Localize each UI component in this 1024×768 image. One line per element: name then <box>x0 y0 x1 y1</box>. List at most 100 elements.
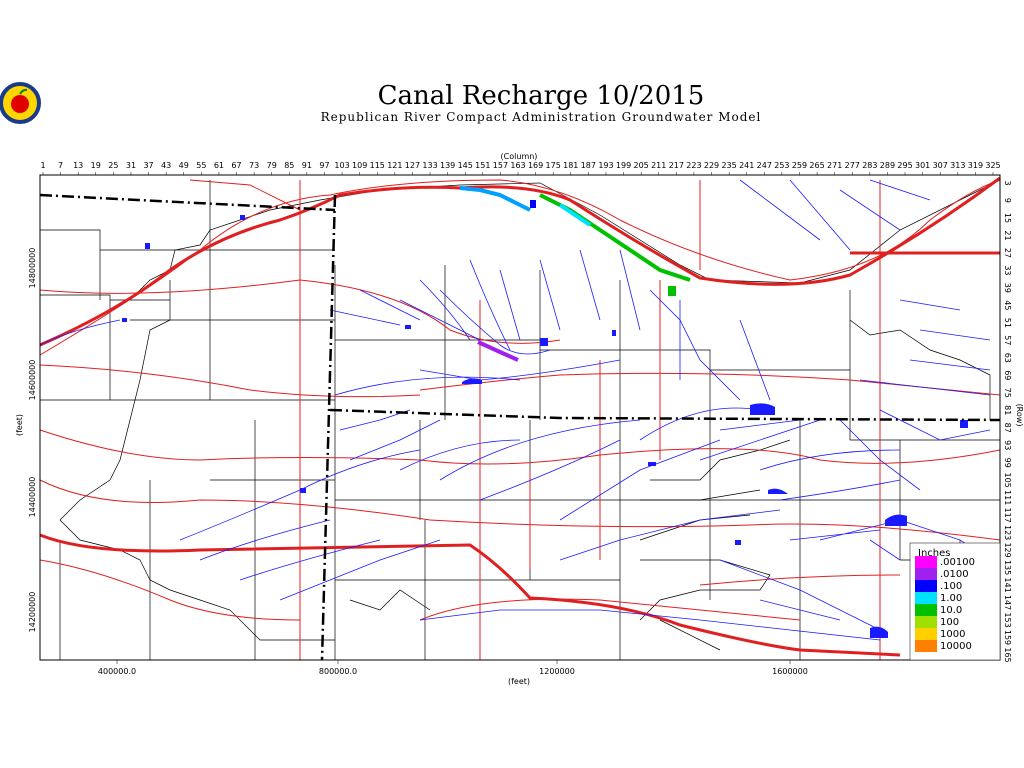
legend-label: 100 <box>940 617 959 628</box>
column-label: 157 <box>493 161 508 170</box>
legend-swatch <box>915 568 937 580</box>
column-label: 151 <box>475 161 490 170</box>
column-label: 97 <box>319 161 329 170</box>
column-label: 25 <box>108 161 118 170</box>
row-label: 81 <box>1003 405 1012 415</box>
y-label: 14600000 <box>28 360 37 401</box>
column-label: 199 <box>616 161 631 170</box>
legend-label: 10000 <box>940 641 972 652</box>
legend-swatch <box>915 592 937 604</box>
row-label: 135 <box>1003 560 1012 575</box>
legend-swatch <box>915 556 937 568</box>
row-label: 105 <box>1003 473 1012 488</box>
logo <box>0 82 41 124</box>
column-label: 205 <box>634 161 649 170</box>
column-label: 289 <box>880 161 895 170</box>
column-label: 13 <box>73 161 83 170</box>
row-label: 51 <box>1003 318 1012 328</box>
column-label: 127 <box>405 161 420 170</box>
column-label: 295 <box>897 161 912 170</box>
x-label: 1200000 <box>539 667 575 676</box>
legend-label: .00100 <box>940 557 975 568</box>
column-label: 43 <box>161 161 171 170</box>
legend-label: .100 <box>940 581 962 592</box>
column-label: 175 <box>546 161 561 170</box>
column-label: 235 <box>721 161 736 170</box>
row-label: 147 <box>1003 595 1012 610</box>
row-label: 63 <box>1003 353 1012 363</box>
column-label: 247 <box>757 161 772 170</box>
legend-swatch <box>915 616 937 628</box>
row-label: 15 <box>1003 213 1012 223</box>
row-label: 141 <box>1003 577 1012 592</box>
column-label: 85 <box>284 161 294 170</box>
column-label: 229 <box>704 161 719 170</box>
column-label: 145 <box>458 161 473 170</box>
legend-label: 1000 <box>940 629 965 640</box>
row-label: 123 <box>1003 525 1012 540</box>
row-label: 9 <box>1003 198 1012 203</box>
column-label: 37 <box>143 161 153 170</box>
y-title: (feet) <box>15 414 24 436</box>
roads <box>39 176 1001 660</box>
row-label: 93 <box>1003 440 1012 450</box>
subtitle: Republican River Compact Administration … <box>321 110 762 124</box>
column-label: 163 <box>510 161 525 170</box>
map-frame <box>39 174 1001 661</box>
row-label: 39 <box>1003 283 1012 293</box>
legend-swatch <box>915 604 937 616</box>
legend: Inches .00100.0100.1001.0010.01001000100… <box>909 542 1001 661</box>
row-label: 27 <box>1003 248 1012 258</box>
column-label: 211 <box>651 161 666 170</box>
column-label: 253 <box>774 161 789 170</box>
column-label: 277 <box>845 161 860 170</box>
map <box>39 174 1001 661</box>
column-label: 325 <box>985 161 1000 170</box>
column-label: 79 <box>267 161 277 170</box>
row-label: 33 <box>1003 265 1012 275</box>
column-label: 265 <box>809 161 824 170</box>
column-label: 49 <box>179 161 189 170</box>
column-label: 55 <box>196 161 206 170</box>
row-title: (Row) <box>1015 404 1024 427</box>
column-label: 319 <box>968 161 983 170</box>
row-label: 3 <box>1003 180 1012 185</box>
column-label: 217 <box>669 161 684 170</box>
column-label: 283 <box>862 161 877 170</box>
row-label: 165 <box>1003 647 1012 662</box>
state-lines <box>39 193 1001 661</box>
column-label: 73 <box>249 161 259 170</box>
column-label: 223 <box>686 161 701 170</box>
title: Canal Recharge 10/2015 <box>378 81 705 111</box>
column-label: 259 <box>792 161 807 170</box>
column-label: 307 <box>933 161 948 170</box>
row-label: 87 <box>1003 423 1012 433</box>
column-label: 187 <box>581 161 596 170</box>
column-label: 139 <box>440 161 455 170</box>
legend-swatch <box>915 640 937 652</box>
legend-label: 10.0 <box>940 605 962 616</box>
column-title: (Column) <box>501 152 538 161</box>
recharge-cells <box>459 186 691 362</box>
row-label: 45 <box>1003 300 1012 310</box>
row-label: 57 <box>1003 335 1012 345</box>
column-label: 169 <box>528 161 543 170</box>
column-label: 91 <box>302 161 312 170</box>
column-label: 241 <box>739 161 754 170</box>
column-label: 301 <box>915 161 930 170</box>
column-label: 67 <box>231 161 241 170</box>
column-label: 31 <box>126 161 136 170</box>
x-title: (feet) <box>508 677 530 686</box>
y-label: 14800000 <box>28 248 37 289</box>
y-label: 14200000 <box>28 592 37 633</box>
column-label: 313 <box>950 161 965 170</box>
row-label: 75 <box>1003 388 1012 398</box>
x-label: 400000.0 <box>98 667 136 676</box>
column-label: 1 <box>40 161 45 170</box>
row-label: 21 <box>1003 230 1012 240</box>
row-label: 129 <box>1003 542 1012 557</box>
y-label: 14400000 <box>28 477 37 518</box>
row-label: 99 <box>1003 458 1012 468</box>
